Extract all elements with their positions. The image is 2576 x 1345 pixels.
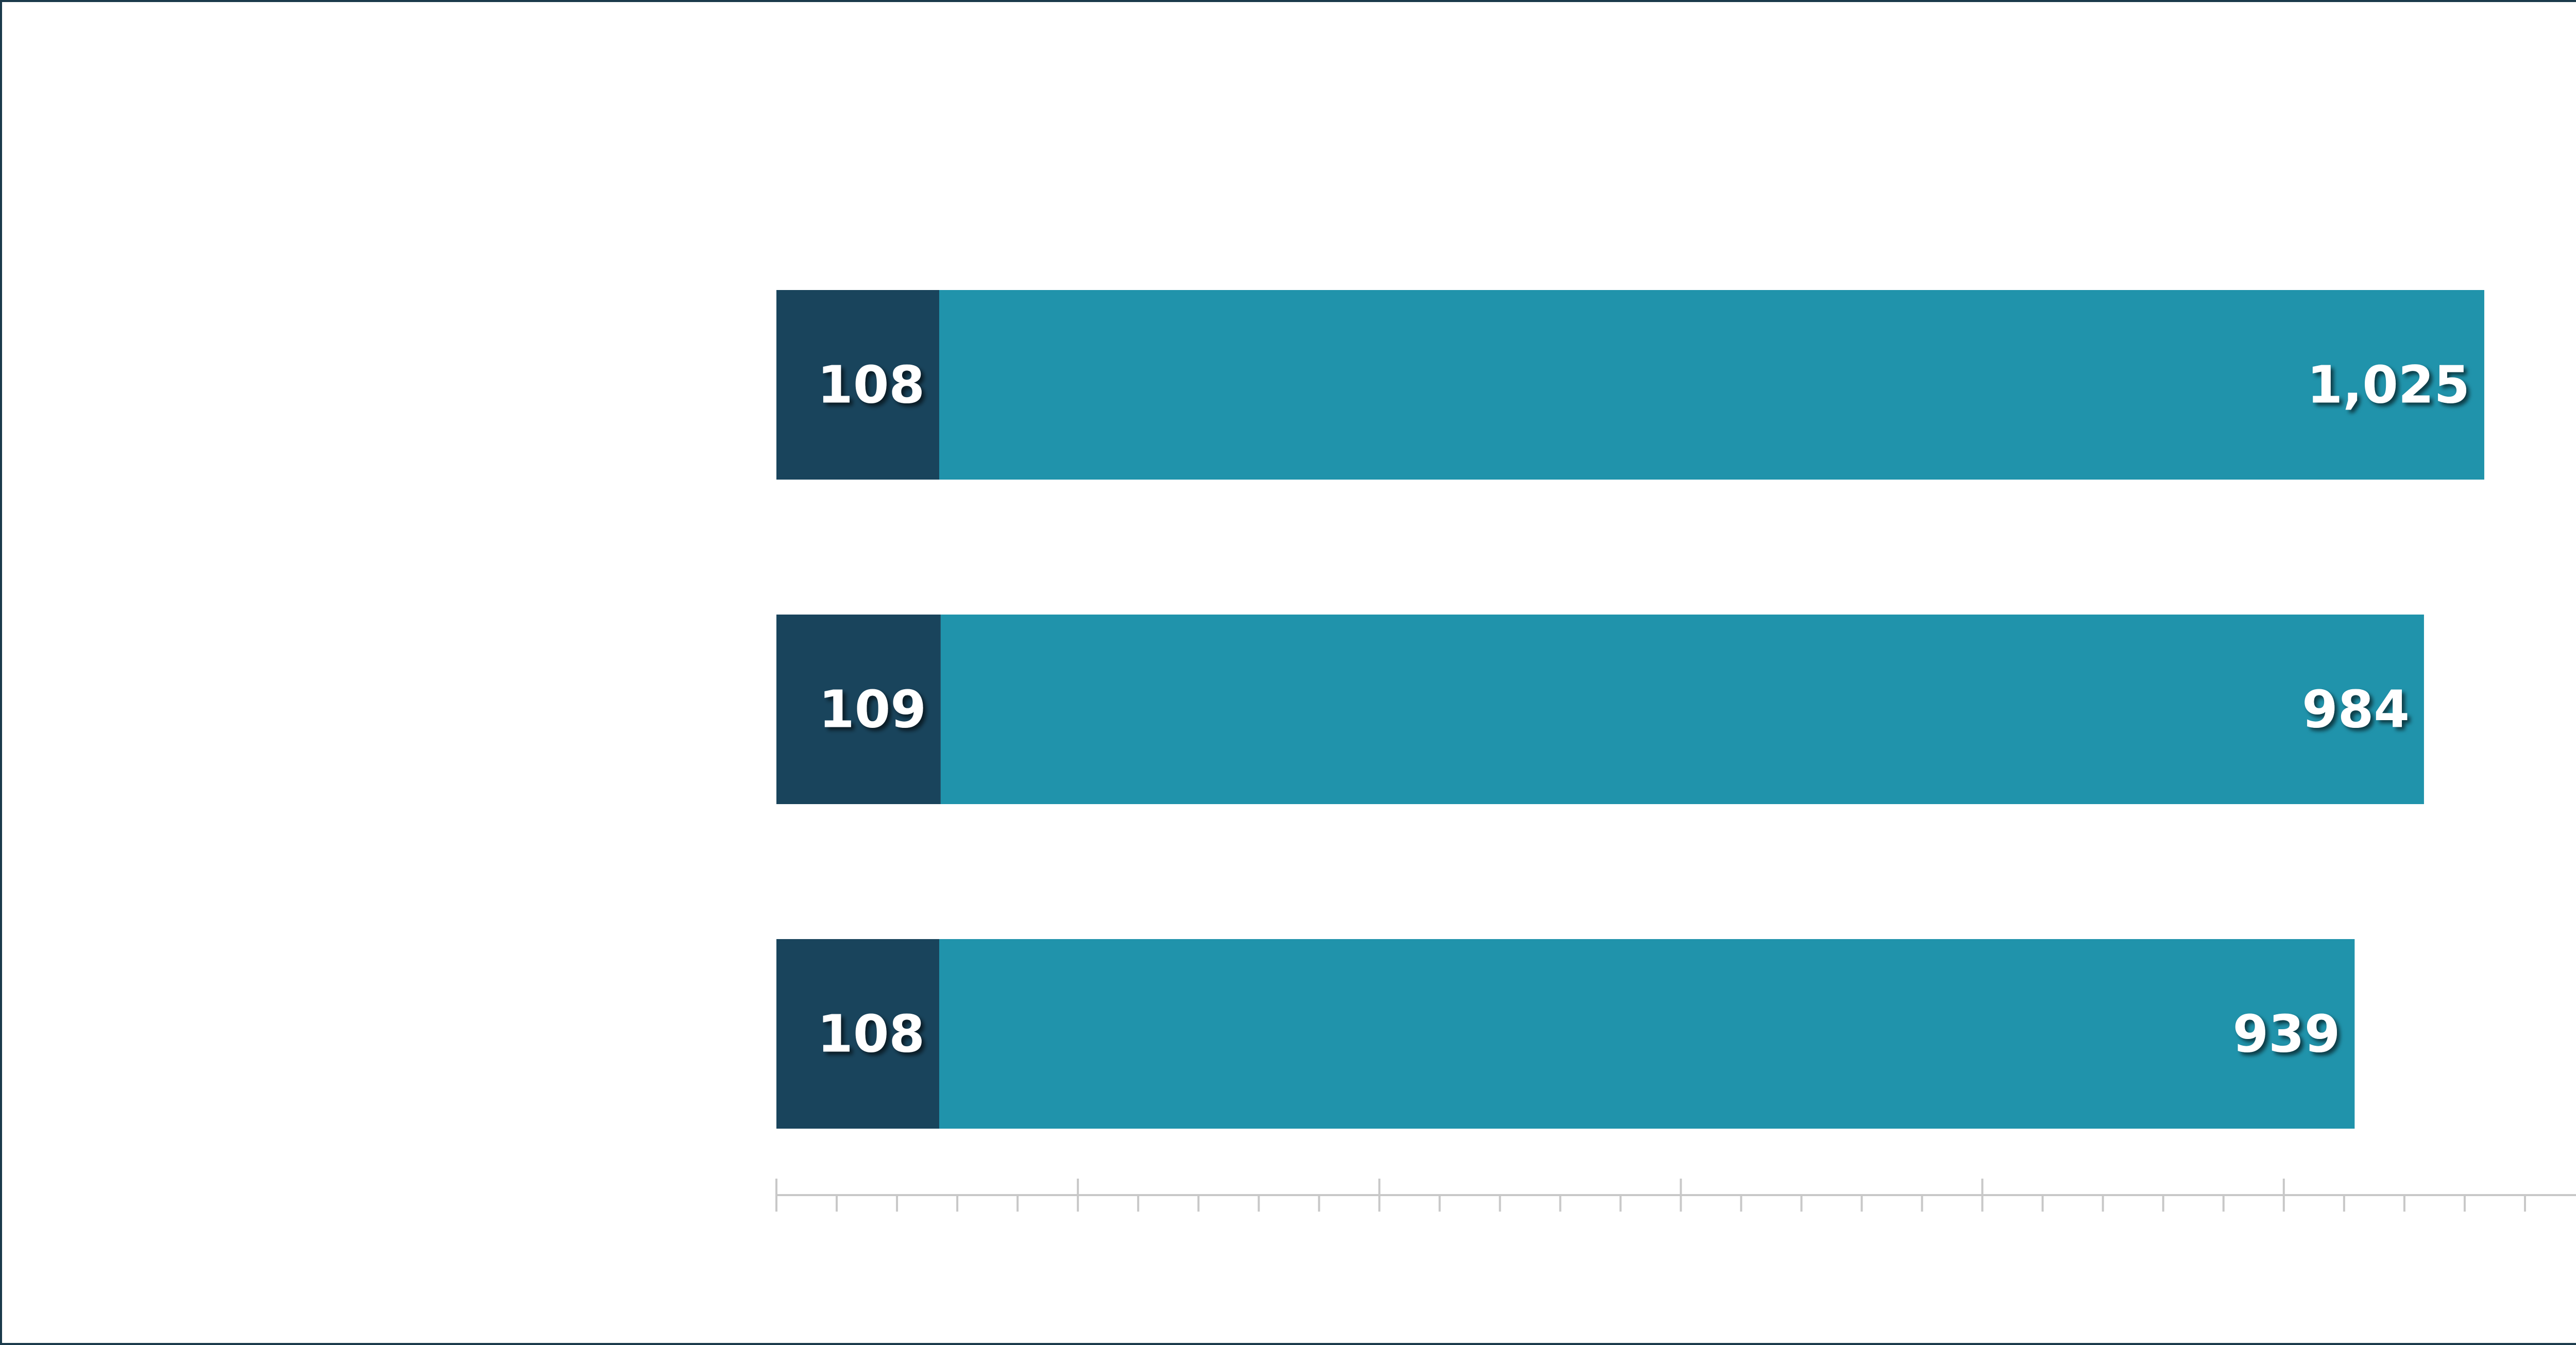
bar-segment-1-row-3 [776, 939, 939, 1129]
data-label-1-row-3: 108 [817, 1004, 925, 1064]
x-axis [775, 1179, 2576, 1212]
bar-segment-1-row-2 [776, 615, 941, 804]
data-label-2-row-2: 984 [2302, 679, 2410, 740]
bar-segment-2-row-1 [939, 290, 2484, 480]
bar-segment-1-row-1 [776, 290, 939, 480]
data-label-2-row-3: 939 [2233, 1004, 2341, 1064]
data-label-2-row-1: 1,025 [2307, 355, 2470, 415]
data-label-1-row-2: 109 [819, 679, 926, 740]
bar-group [776, 290, 2484, 1129]
bar-segment-2-row-2 [940, 615, 2424, 804]
data-label-1-row-1: 108 [817, 355, 925, 415]
data-label-group: 108 1,025 109 984 108 939 [817, 355, 2470, 1064]
bar-segment-2-row-3 [939, 939, 2355, 1129]
